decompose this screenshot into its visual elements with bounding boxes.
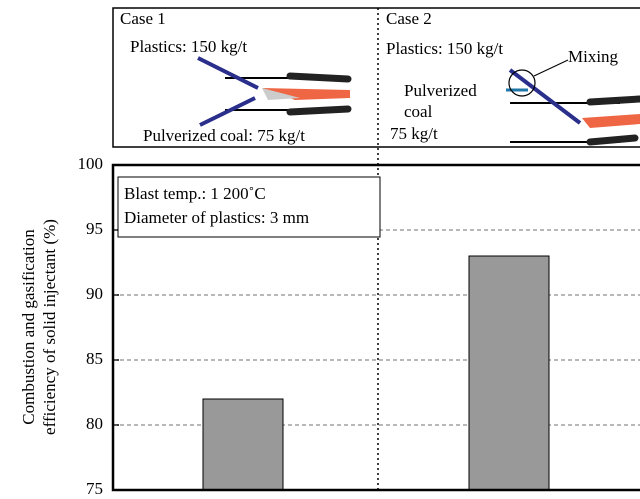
bar (469, 256, 549, 490)
y-tick-label: 85 (86, 349, 103, 368)
case-title: Case 2 (386, 9, 432, 28)
case2-diagram (506, 60, 640, 142)
case-label: Pulverized (404, 81, 477, 100)
case-label: Pulverized coal: 75 kg/t (143, 126, 305, 145)
y-tick-label: 95 (86, 219, 103, 238)
case-label: coal (404, 102, 433, 121)
case1-diagram (198, 58, 350, 125)
chart: Case 1 Plastics: 150 kg/t Pulverized coa… (0, 0, 640, 499)
case-label: Mixing (568, 47, 619, 66)
case-label: Plastics: 150 kg/t (386, 39, 503, 58)
y-axis-label: Combustion and gasification (19, 229, 38, 425)
annotation: Diameter of plastics: 3 mm (124, 208, 309, 227)
case-label: 75 kg/t (390, 124, 438, 143)
y-tick-label: 80 (86, 414, 103, 433)
y-tick-label: 100 (78, 154, 104, 173)
y-tick-label: 90 (86, 284, 103, 303)
case-title: Case 1 (120, 9, 166, 28)
annotation: Blast temp.: 1 200˚C (124, 184, 266, 203)
y-axis-label: efficiency of solid injectant (%) (40, 219, 59, 435)
y-tick-label: 75 (86, 479, 103, 498)
bar (203, 399, 283, 490)
case-label: Plastics: 150 kg/t (130, 37, 247, 56)
